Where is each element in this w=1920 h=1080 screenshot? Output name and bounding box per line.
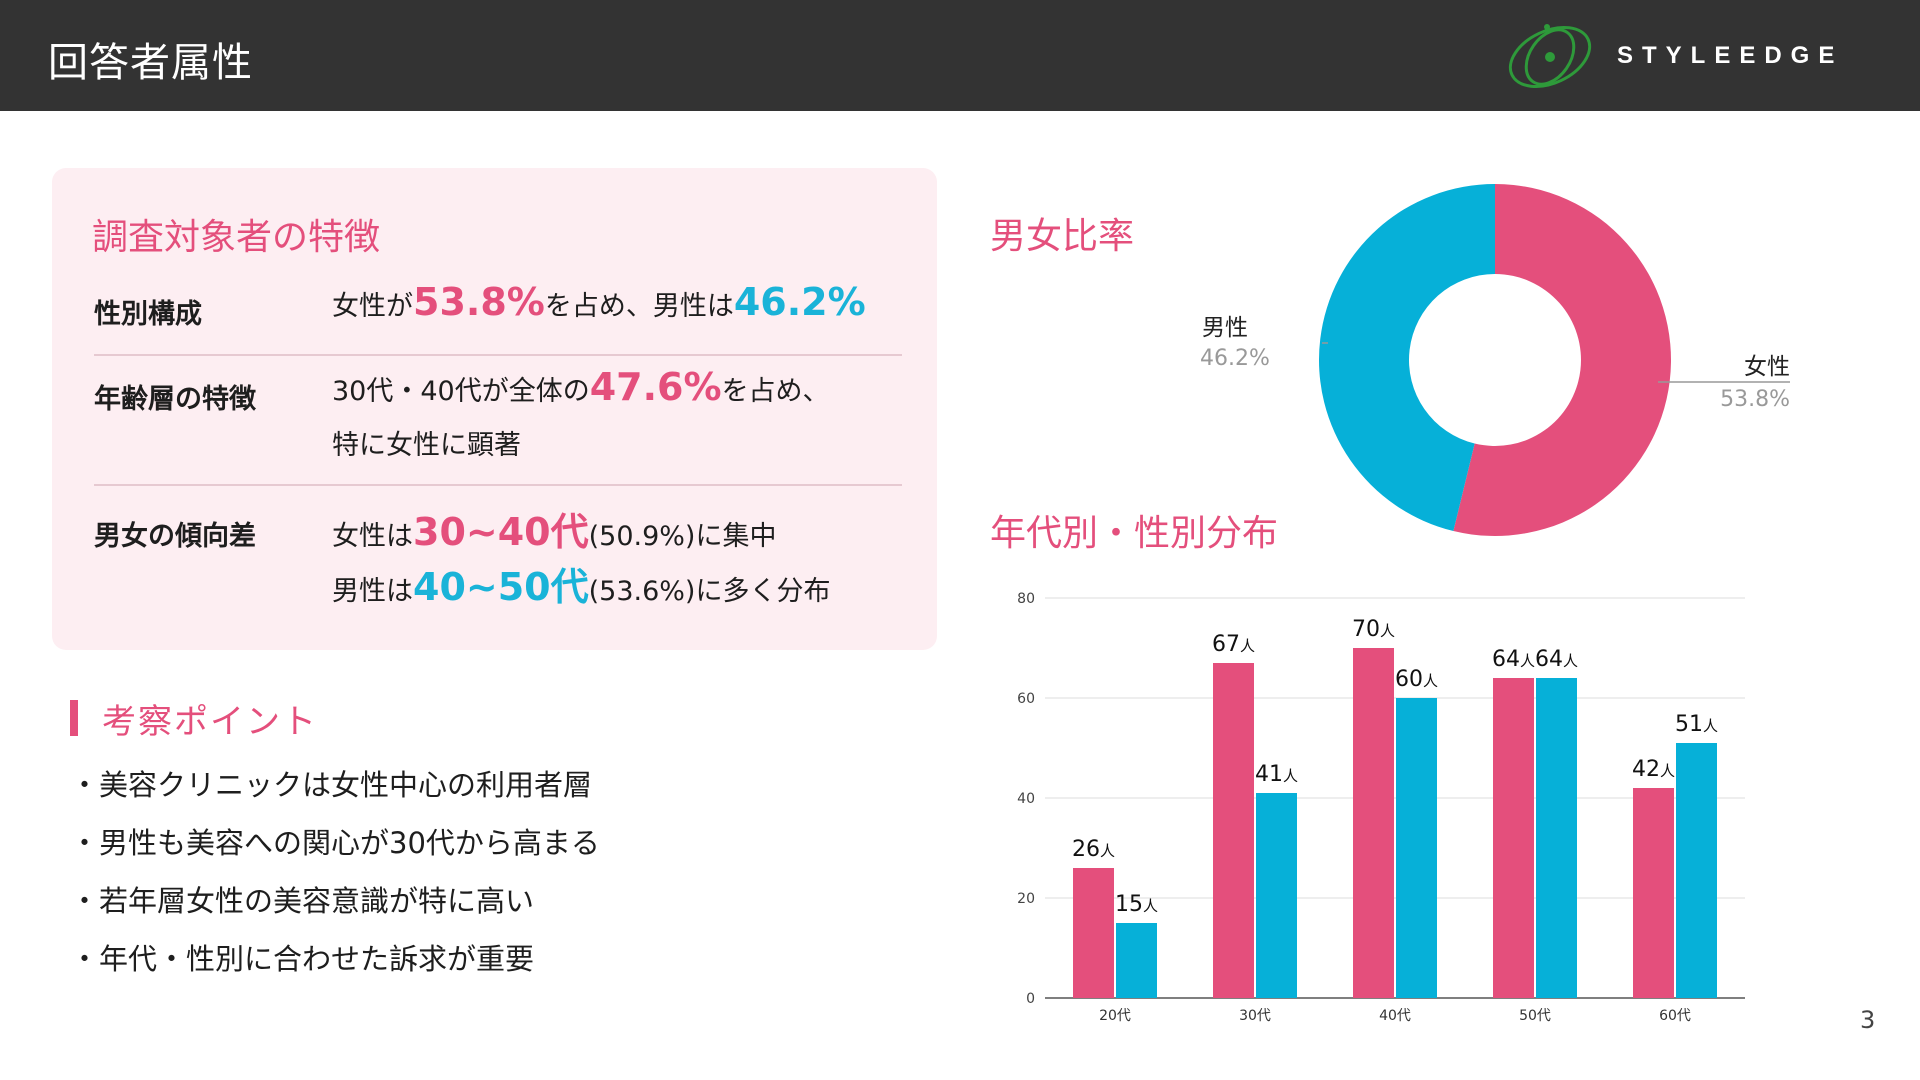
donut-value-male: 46.2% [1200, 346, 1270, 371]
donut-label-female: 女性 [1744, 354, 1790, 380]
gender-donut-chart: 男性 46.2% 女性 53.8% [1200, 184, 1790, 536]
male-age-highlight: 40~50代 [413, 565, 589, 609]
bar-value-label: 70人 [1352, 617, 1395, 642]
ratio-section-title: 男女比率 [990, 216, 1135, 257]
x-tick-label: 40代 [1379, 1008, 1411, 1024]
male-ratio-highlight: 46.2% [733, 280, 866, 324]
y-tick-label: 80 [1017, 591, 1035, 607]
bar-value-label: 67人 [1212, 632, 1255, 657]
y-tick-label: 20 [1017, 891, 1035, 907]
bar-value-label: 15人 [1115, 892, 1158, 917]
insight-item: ・年代・性別に合わせた訴求が重要 [70, 942, 535, 976]
donut-slice-female [1453, 184, 1671, 536]
insight-item: ・若年層女性の美容意識が特に高い [70, 884, 535, 918]
bar-male [1116, 923, 1157, 998]
bar-male [1396, 698, 1437, 998]
female-ratio-highlight: 53.8% [413, 280, 545, 324]
bar-male [1676, 743, 1717, 998]
y-tick-label: 0 [1026, 991, 1035, 1007]
row-text-diff-2: 男性は40~50代(53.6%)に多く分布 [332, 565, 831, 609]
summary-title: 調査対象者の特徴 [92, 217, 381, 258]
page-number: 3 [1860, 1006, 1876, 1034]
bar-value-label: 64人 [1492, 647, 1535, 672]
bar-female [1493, 678, 1534, 998]
bar-value-label: 64人 [1535, 647, 1578, 672]
x-tick-label: 50代 [1519, 1008, 1551, 1024]
bar-female [1633, 788, 1674, 998]
page-title: 回答者属性 [48, 40, 253, 86]
bar-female [1213, 663, 1254, 998]
divider [94, 354, 902, 356]
donut-value-female: 53.8% [1720, 387, 1790, 412]
header-bar: 回答者属性 STYLEEDGE [0, 0, 1920, 111]
female-age-highlight: 30~40代 [413, 510, 589, 554]
logo-text: STYLEEDGE [1617, 42, 1844, 69]
bar-male [1536, 678, 1577, 998]
bar-value-label: 60人 [1395, 667, 1438, 692]
insight-item: ・男性も美容への関心が30代から高まる [70, 826, 600, 860]
divider [94, 484, 902, 486]
row-text-age-1: 30代・40代が全体の47.6%を占め、 [332, 365, 830, 409]
row-label-age: 年齢層の特徴 [94, 384, 256, 415]
styleedge-logo-icon [1508, 24, 1592, 89]
row-text-age-2: 特に女性に顕著 [332, 430, 521, 461]
insight-title: 考察ポイント [102, 702, 318, 742]
y-tick-label: 60 [1017, 691, 1035, 707]
row-text-gender: 女性が53.8%を占め、男性は46.2% [332, 280, 866, 324]
insight-item: ・美容クリニックは女性中心の利用者層 [70, 768, 593, 802]
x-tick-label: 20代 [1099, 1008, 1131, 1024]
donut-label-male: 男性 [1202, 315, 1248, 341]
bar-value-label: 26人 [1072, 837, 1115, 862]
bar-female [1073, 868, 1114, 998]
bar-value-label: 51人 [1675, 712, 1718, 737]
bar-value-label: 42人 [1632, 757, 1675, 782]
bar-male [1256, 793, 1297, 998]
donut-slice-male [1319, 184, 1495, 532]
age-highlight: 47.6% [589, 365, 722, 409]
x-tick-label: 30代 [1239, 1008, 1271, 1024]
x-tick-label: 60代 [1659, 1008, 1691, 1024]
summary-card: 調査対象者の特徴 性別構成 女性が53.8%を占め、男性は46.2% 年齢層の特… [52, 168, 937, 650]
bar-value-label: 41人 [1255, 762, 1298, 787]
row-label-gender: 性別構成 [94, 299, 202, 330]
row-text-diff-1: 女性は30~40代(50.9%)に集中 [332, 510, 777, 554]
row-label-diff: 男女の傾向差 [94, 521, 256, 552]
dist-section-title: 年代別・性別分布 [990, 513, 1279, 554]
y-tick-label: 40 [1017, 791, 1035, 807]
insight-accent-bar [70, 700, 78, 736]
bar-female [1353, 648, 1394, 998]
